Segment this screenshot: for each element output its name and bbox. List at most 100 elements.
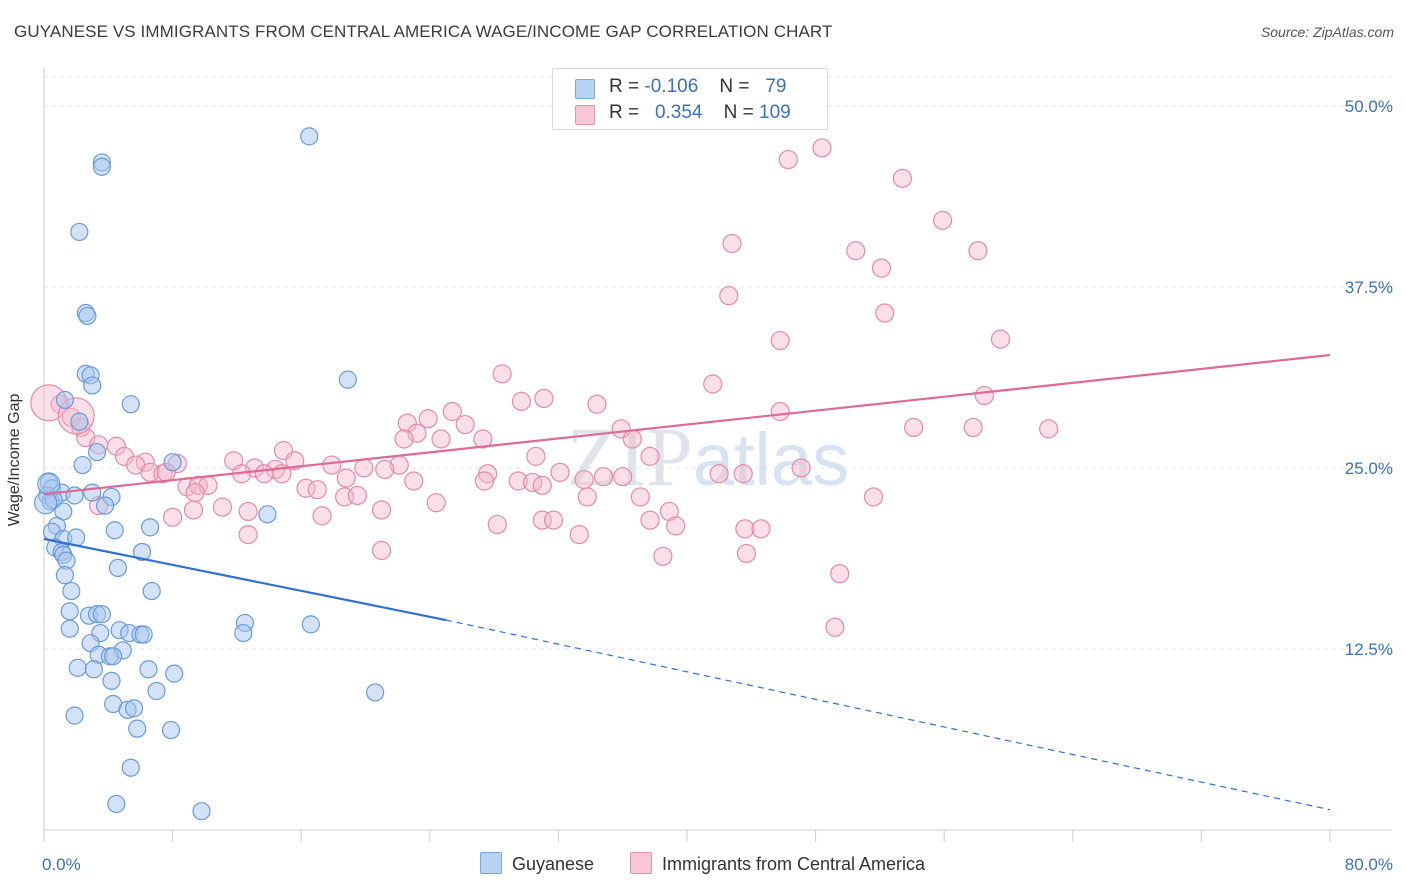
data-point-central-america	[733, 464, 753, 484]
legend-r-label: R =	[609, 102, 640, 123]
data-point-guyanese	[300, 127, 319, 146]
data-point-guyanese	[140, 518, 160, 537]
data-point-guyanese	[107, 794, 126, 814]
data-point-guyanese	[258, 505, 277, 524]
data-point-guyanese	[37, 472, 61, 496]
data-point-central-america	[455, 414, 475, 435]
data-point-guyanese	[121, 395, 140, 414]
series-central-america-points	[30, 138, 1059, 637]
y-tick-label: 37.5%	[1345, 278, 1393, 297]
bottom-legend-swatch-guyanese	[480, 852, 502, 874]
data-point-central-america	[371, 540, 392, 561]
data-point-guyanese	[95, 496, 115, 515]
data-point-central-america	[963, 417, 983, 438]
data-point-guyanese	[105, 521, 124, 540]
data-point-guyanese	[83, 483, 102, 502]
axes	[43, 68, 1392, 842]
data-point-central-america	[183, 500, 204, 520]
data-point-central-america	[863, 487, 884, 507]
data-point-central-america	[569, 524, 589, 545]
data-point-guyanese	[68, 658, 87, 677]
data-point-central-america	[574, 469, 594, 490]
trend-line-guyanese-solid	[43, 537, 447, 622]
data-point-central-america	[830, 564, 850, 584]
data-point-central-america	[770, 401, 790, 422]
data-point-central-america	[770, 330, 790, 351]
data-point-central-america	[307, 480, 327, 500]
data-point-central-america	[825, 617, 845, 637]
data-point-guyanese	[55, 390, 74, 410]
data-point-guyanese	[83, 376, 102, 395]
data-point-central-america	[106, 436, 126, 456]
data-point-central-america	[791, 458, 811, 478]
data-point-central-america	[932, 210, 953, 230]
data-point-central-america	[285, 451, 305, 471]
data-point-central-america	[1039, 419, 1059, 439]
data-point-guyanese	[108, 558, 128, 577]
data-point-central-america	[212, 497, 233, 517]
bottom-legend-label-guyanese: Guyanese	[512, 854, 595, 874]
legend-n-label: N =	[719, 76, 750, 97]
bottom-legend-label-central-america: Immigrants from Central America	[662, 854, 926, 874]
data-point-central-america	[613, 467, 633, 487]
data-point-central-america	[238, 524, 258, 545]
data-point-guyanese	[134, 625, 153, 644]
data-point-guyanese	[124, 699, 144, 718]
data-point-central-america	[653, 546, 673, 566]
data-point-central-america	[254, 464, 274, 484]
trend-line-guyanese-dashed	[445, 619, 1331, 811]
data-point-central-america	[532, 475, 552, 495]
data-point-guyanese	[121, 758, 140, 777]
data-point-guyanese	[92, 157, 111, 176]
legend-n-value: 109	[759, 102, 791, 123]
data-point-central-america	[990, 329, 1011, 349]
data-point-central-america	[875, 303, 895, 323]
data-point-central-america	[703, 374, 723, 394]
data-point-central-america	[593, 467, 614, 487]
data-point-central-america	[371, 500, 392, 520]
data-point-guyanese	[78, 306, 97, 326]
data-point-guyanese	[142, 581, 161, 601]
data-point-central-america	[347, 485, 368, 506]
data-point-guyanese	[92, 605, 111, 624]
data-point-guyanese	[87, 442, 107, 462]
data-point-guyanese	[128, 719, 147, 738]
data-point-central-america	[892, 168, 913, 188]
data-point-central-america	[336, 468, 356, 488]
data-point-central-america	[431, 429, 451, 449]
bottom-legend-swatch-central-america	[630, 852, 652, 874]
data-point-central-america	[375, 459, 395, 480]
legend-r-label: R =	[609, 76, 640, 97]
data-point-guyanese	[192, 802, 211, 821]
data-point-central-america	[426, 493, 446, 513]
data-point-central-america	[473, 429, 493, 449]
data-point-central-america	[778, 149, 798, 170]
y-axis-label: Wage/Income Gap	[6, 393, 23, 527]
data-point-central-america	[640, 446, 660, 466]
data-point-central-america	[543, 510, 564, 530]
data-point-central-america	[526, 446, 546, 466]
data-point-central-america	[751, 519, 771, 539]
data-point-central-america	[666, 516, 686, 536]
bottom-legend-central-america: Immigrants from Central America	[630, 852, 925, 875]
data-point-central-america	[968, 241, 988, 261]
chart-title: GUYANESE VS IMMIGRANTS FROM CENTRAL AMER…	[14, 22, 833, 41]
x-tick-label-max: 80.0%	[1345, 855, 1393, 874]
data-point-central-america	[322, 455, 342, 475]
grid-lines	[44, 76, 1392, 650]
data-point-guyanese	[161, 720, 181, 740]
data-point-guyanese	[60, 619, 79, 638]
data-point-central-america	[532, 510, 552, 530]
data-point-central-america	[397, 413, 417, 433]
data-point-central-america	[630, 487, 650, 507]
data-point-central-america	[442, 401, 462, 422]
correlation-legend: R = -0.106 N = 79 R = 0.354 N = 109	[552, 68, 828, 130]
watermark: ZIPatlas	[567, 411, 849, 504]
data-point-central-america	[487, 514, 507, 535]
data-point-guyanese	[70, 222, 89, 242]
data-point-central-america	[622, 429, 642, 449]
y-tick-label: 50.0%	[1345, 97, 1393, 116]
bottom-legend-guyanese: Guyanese	[480, 852, 594, 875]
legend-r-value: 0.354	[654, 102, 703, 123]
legend-n-value: 79	[765, 76, 787, 97]
